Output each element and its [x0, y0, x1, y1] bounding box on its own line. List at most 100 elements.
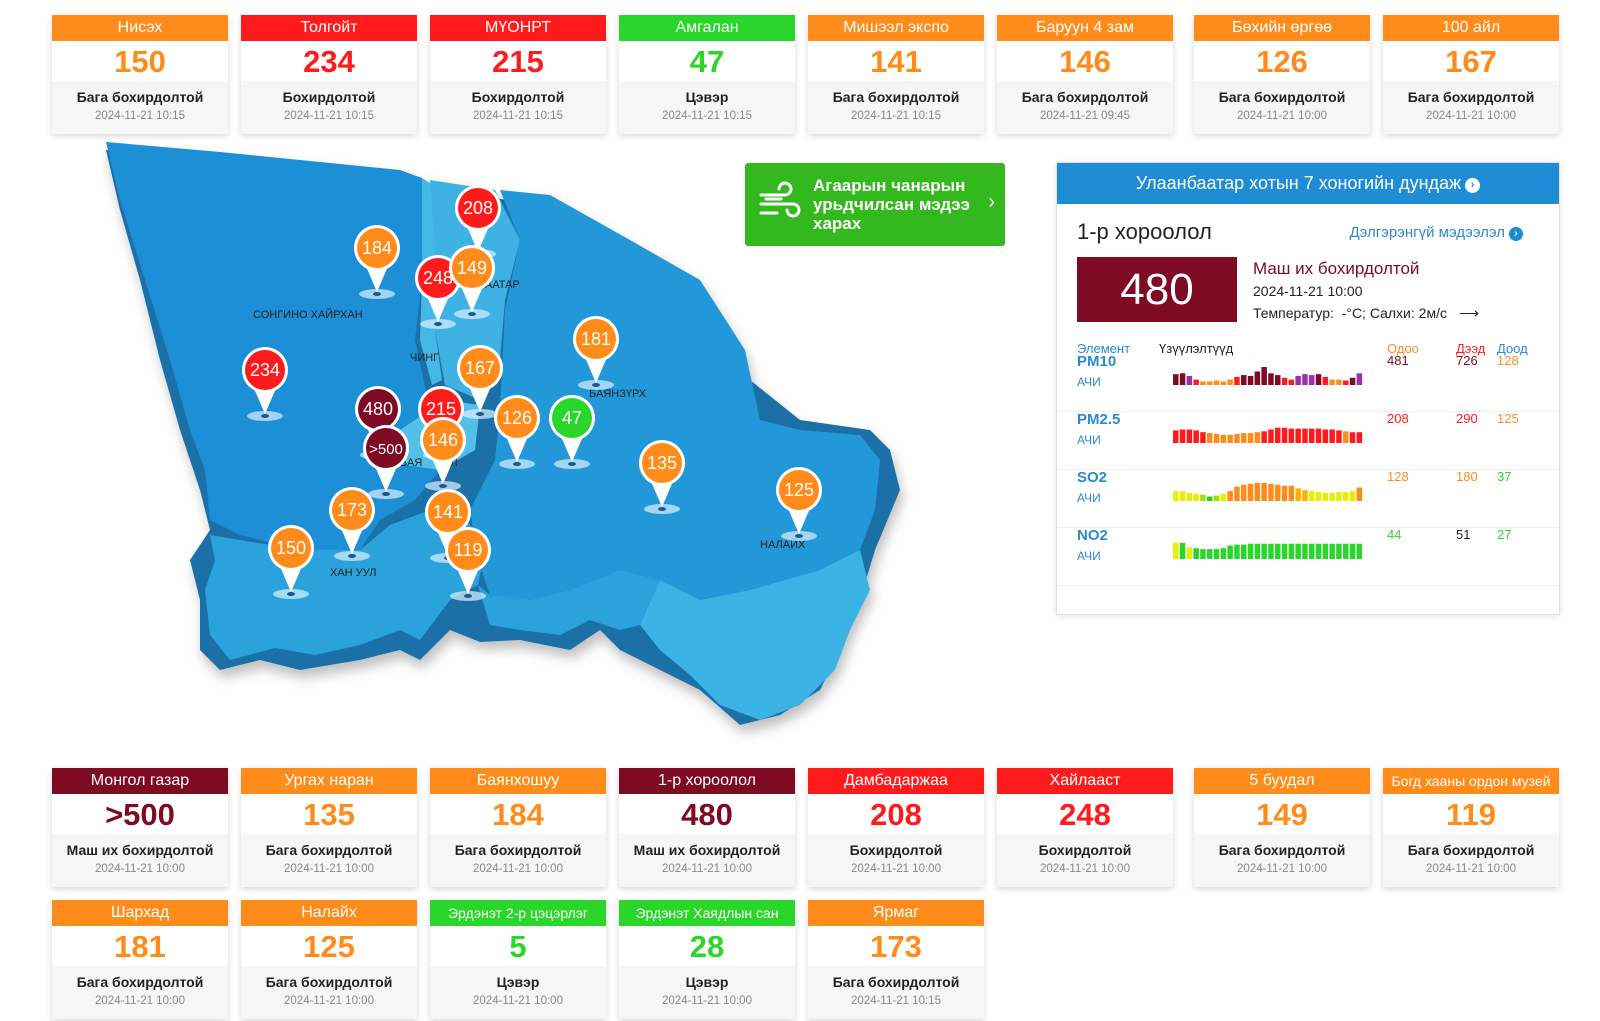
station-card[interactable]: Эрдэнэт 2-р цэцэрлэг 5 Цэвэр 2024-11-21 10:…: [430, 900, 606, 1019]
timestamp: 2024-11-21 10:00: [851, 863, 941, 875]
sparkline-bar: [1186, 376, 1193, 385]
district-map[interactable]: СОНГИНО ХАЙРХАН ЧИНГ БААТАР БАЯНЗҮРХ БАЯ…: [100, 130, 940, 770]
sparkline-bar: [1193, 493, 1199, 501]
panel-header[interactable]: Улаанбаатар хотын 7 хоногийн дундаж ›: [1057, 163, 1559, 204]
status-label: Бохирдолтой: [282, 89, 376, 105]
marker-pin: [374, 464, 398, 492]
station-card[interactable]: 100 айл 167 Бага бохирдолтой 2024-11-21 10:…: [1383, 15, 1559, 134]
sparkline-bar: [1241, 375, 1247, 385]
district-label-bayanzurkh: БАЯНЗҮРХ: [589, 388, 647, 400]
sparkline-bar: [1173, 542, 1179, 559]
station-marker[interactable]: 173: [329, 487, 375, 561]
station-marker[interactable]: 126: [494, 395, 540, 469]
marker-dot: [373, 292, 381, 296]
sparkline-bar: [1295, 376, 1301, 385]
sparkline-bar: [1193, 430, 1199, 443]
station-card[interactable]: Шархад 181 Бага бохирдолтой 2024-11-21 10:0…: [52, 900, 228, 1019]
pollutant-name: PM2.5: [1077, 411, 1121, 428]
sparkline-bar: [1179, 373, 1186, 385]
status-label: Бага бохирдолтой: [1218, 842, 1346, 858]
station-marker[interactable]: 150: [268, 525, 314, 599]
map-district-nalaikh[interactable]: [640, 550, 870, 720]
sparkline-bar: [1315, 428, 1322, 443]
sparkline-bar: [1309, 543, 1315, 559]
map-district-bayanzurkh[interactable]: [470, 190, 880, 600]
station-marker[interactable]: 135: [639, 440, 685, 514]
aqi-value: 167: [1445, 44, 1497, 79]
station-card[interactable]: 1-р хороолол 480 Маш их бохирдолтой 2024-11…: [619, 768, 795, 887]
status-label: Бага бохирдолтой: [265, 842, 393, 858]
card-footer: Бага бохирдолтой 2024-11-21 10:15: [52, 81, 228, 134]
sparkline-bar: [1268, 543, 1274, 559]
station-card[interactable]: Монгол газар >500 Маш их бохирдолтой 2024-1…: [52, 768, 228, 887]
marker-fill: [642, 443, 682, 483]
sparkline-bar: [1309, 491, 1315, 501]
pollutant-row[interactable]: NO2 АЧИ 44 51 27: [1057, 527, 1559, 586]
station-card[interactable]: Богд хааны ордон музей 119 Бага бохирдолто…: [1383, 768, 1559, 887]
aqi-value: 47: [689, 44, 725, 79]
card-footer: Цэвэр 2024-11-21 10:00: [619, 966, 795, 1019]
sparkline-bar: [1234, 544, 1240, 559]
station-card[interactable]: Нисэх 150 Бага бохирдолтой 2024-11-21 10:15: [52, 15, 228, 134]
station-marker[interactable]: 146: [420, 417, 466, 491]
pollutant-row[interactable]: PM10 АЧИ 481 726 128: [1057, 353, 1559, 412]
sparkline-bar: [1288, 379, 1295, 385]
marker-value: 150: [276, 538, 306, 558]
map-district-south[interactable]: [478, 570, 660, 635]
sparkline-bar: [1173, 374, 1179, 385]
station-card[interactable]: Баянхошуу 184 Бага бохирдолтой 2024-11-21 1…: [430, 768, 606, 887]
weather-label: Температур:: [1253, 305, 1334, 321]
station-marker[interactable]: 149: [449, 245, 495, 319]
station-marker[interactable]: 234: [242, 347, 288, 421]
station-marker[interactable]: 119: [445, 527, 491, 601]
sparkline-bar: [1309, 375, 1315, 385]
marker-dot: [568, 462, 576, 466]
marker-value: 146: [428, 430, 458, 450]
aqi-status: Маш их бохирдолтой: [1253, 259, 1420, 278]
sparkline-bar: [1261, 483, 1267, 501]
aqi-value: 184: [492, 797, 544, 832]
pollutant-row[interactable]: PM2.5 АЧИ 208 290 125: [1057, 411, 1559, 470]
sparkline-bar: [1356, 373, 1363, 385]
card-footer: Бага бохирдолтой 2024-11-21 10:00: [430, 834, 606, 887]
station-card[interactable]: Дамбадаржаа 208 Бохирдолтой 2024-11-21 10:0…: [808, 768, 984, 887]
timestamp: 2024-11-21 10:15: [284, 110, 374, 122]
details-link[interactable]: Дэлгэрэнгүй мэдээлэл ›: [1349, 224, 1523, 241]
map-district-songinokhairkhan[interactable]: [106, 142, 440, 550]
station-marker[interactable]: >500: [363, 425, 409, 499]
station-card[interactable]: Налайх 125 Бага бохирдолтой 2024-11-21 10:0…: [241, 900, 417, 1019]
pollutant-row[interactable]: SO2 АЧИ 128 180 37: [1057, 469, 1559, 528]
station-marker[interactable]: 167: [457, 345, 503, 419]
station-card[interactable]: Толгойт 234 Бохирдолтой 2024-11-21 10:15: [241, 15, 417, 134]
station-card[interactable]: Баруун 4 зам 146 Бага бохирдолтой 2024-11-2…: [997, 15, 1173, 134]
pollutant-max-value: 51: [1456, 527, 1471, 542]
timestamp: 2024-11-21 10:00: [473, 995, 563, 1007]
pollutant-max-value: 290: [1456, 411, 1478, 426]
marker-fill: [576, 319, 616, 359]
station-name: Хайлааст: [997, 768, 1173, 794]
station-marker[interactable]: 47: [549, 395, 595, 469]
station-card[interactable]: Ургах наран 135 Бага бохирдолтой 2024-11-21…: [241, 768, 417, 887]
marker-dot: [434, 322, 442, 326]
station-card[interactable]: Мишээл экспо 141 Бага бохирдолтой 2024-11-2…: [808, 15, 984, 134]
station-card[interactable]: Ярмаг 173 Бага бохирдолтой 2024-11-21 10:15: [808, 900, 984, 1019]
station-card[interactable]: Хайлааст 248 Бохирдолтой 2024-11-21 10:00: [997, 768, 1173, 887]
station-card[interactable]: 5 буудал 149 Бага бохирдолтой 2024-11-21 10…: [1194, 768, 1370, 887]
station-marker[interactable]: 184: [354, 225, 400, 299]
station-card[interactable]: Амгалан 47 Цэвэр 2024-11-21 10:15: [619, 15, 795, 134]
status-label: Бага бохирдолтой: [1407, 842, 1535, 858]
sparkline-bar: [1281, 427, 1288, 443]
marker-pin: [650, 479, 674, 507]
station-card[interactable]: Бөхийн өргөө 126 Бага бохирдолтой 2024-11-2…: [1194, 15, 1370, 134]
marker-pin: [787, 506, 811, 534]
timestamp: 2024-11-21 10:15: [662, 110, 752, 122]
station-card[interactable]: МҮОНРТ 215 Бохирдолтой 2024-11-21 10:15: [430, 15, 606, 134]
sparkline-bar: [1207, 433, 1213, 443]
sparkline-bar: [1322, 543, 1329, 559]
station-card[interactable]: Эрдэнэт Хаядлын сан 28 Цэвэр 2024-11-21 10:…: [619, 900, 795, 1019]
station-marker[interactable]: 181: [573, 316, 619, 390]
station-marker[interactable]: 125: [776, 467, 822, 541]
chevron-right-icon: ›: [988, 191, 995, 213]
forecast-button[interactable]: Агаарын чанарын урьдчилсан мэдээ харах ›: [745, 163, 1005, 246]
aqi-value: 146: [1059, 44, 1111, 79]
